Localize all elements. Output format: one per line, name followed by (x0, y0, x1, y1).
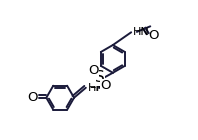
Text: HN: HN (133, 27, 150, 37)
Text: –: – (90, 81, 96, 94)
Text: O: O (148, 29, 159, 42)
Text: O: O (27, 91, 38, 104)
Text: O: O (89, 64, 99, 76)
Text: O: O (100, 79, 111, 92)
Text: S: S (95, 70, 105, 85)
Text: HN: HN (88, 83, 104, 93)
Text: NH: NH (95, 83, 112, 93)
